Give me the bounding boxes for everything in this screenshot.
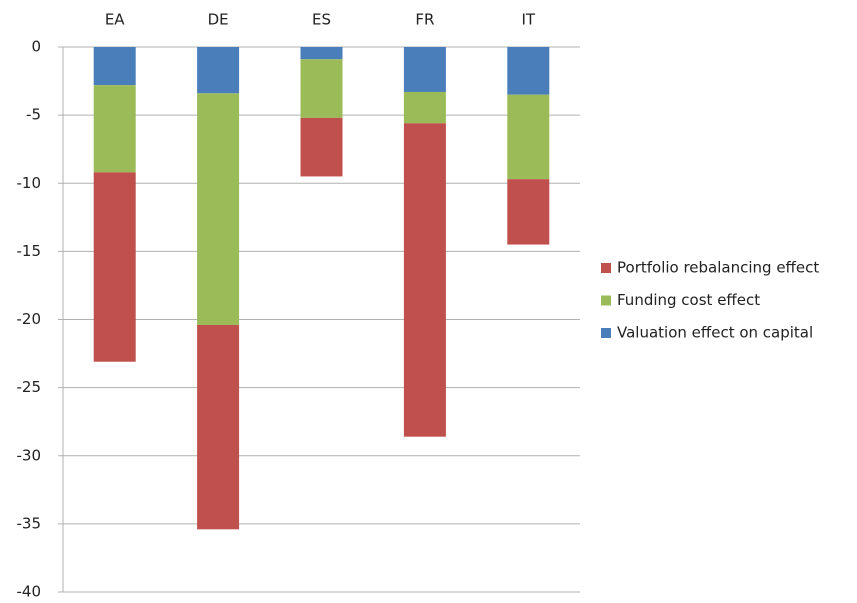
x-tick-label: DE xyxy=(208,11,229,29)
legend-label: Portfolio rebalancing effect xyxy=(617,259,819,277)
legend-label: Funding cost effect xyxy=(617,291,760,309)
y-tick-label: -20 xyxy=(17,310,42,328)
x-tick-label: FR xyxy=(415,11,434,29)
bar-segment xyxy=(403,47,446,92)
y-tick-label: -10 xyxy=(17,174,42,192)
y-tick-label: -15 xyxy=(17,242,42,260)
bar-segment xyxy=(403,91,446,124)
legend-swatch xyxy=(601,263,611,273)
legend-label: Valuation effect on capital xyxy=(617,324,813,342)
x-tick-label: EA xyxy=(105,11,125,29)
y-tick-label: -40 xyxy=(17,583,42,601)
y-tick-label: -5 xyxy=(26,106,41,124)
bar-segment xyxy=(300,117,343,177)
x-tick-label: IT xyxy=(522,11,536,29)
y-tick-label: -30 xyxy=(17,446,42,464)
bar-segment xyxy=(403,123,446,437)
legend-swatch xyxy=(601,328,611,338)
bar-segment xyxy=(507,94,550,180)
bar-segment xyxy=(93,172,136,362)
legend-swatch xyxy=(601,295,611,306)
bar-segment xyxy=(300,47,343,60)
bar-segment xyxy=(197,324,240,530)
x-tick-label: ES xyxy=(312,11,331,29)
bar-segment xyxy=(507,179,550,245)
y-tick-label: -35 xyxy=(17,514,42,532)
y-tick-label: -25 xyxy=(17,378,42,396)
bar-segment xyxy=(197,93,240,325)
y-tick-label: 0 xyxy=(31,38,41,56)
bar-segment xyxy=(507,47,550,95)
bar-segment xyxy=(197,47,240,94)
bar-segment xyxy=(93,85,136,173)
bar-segment xyxy=(300,59,343,118)
bar-segment xyxy=(93,47,136,86)
